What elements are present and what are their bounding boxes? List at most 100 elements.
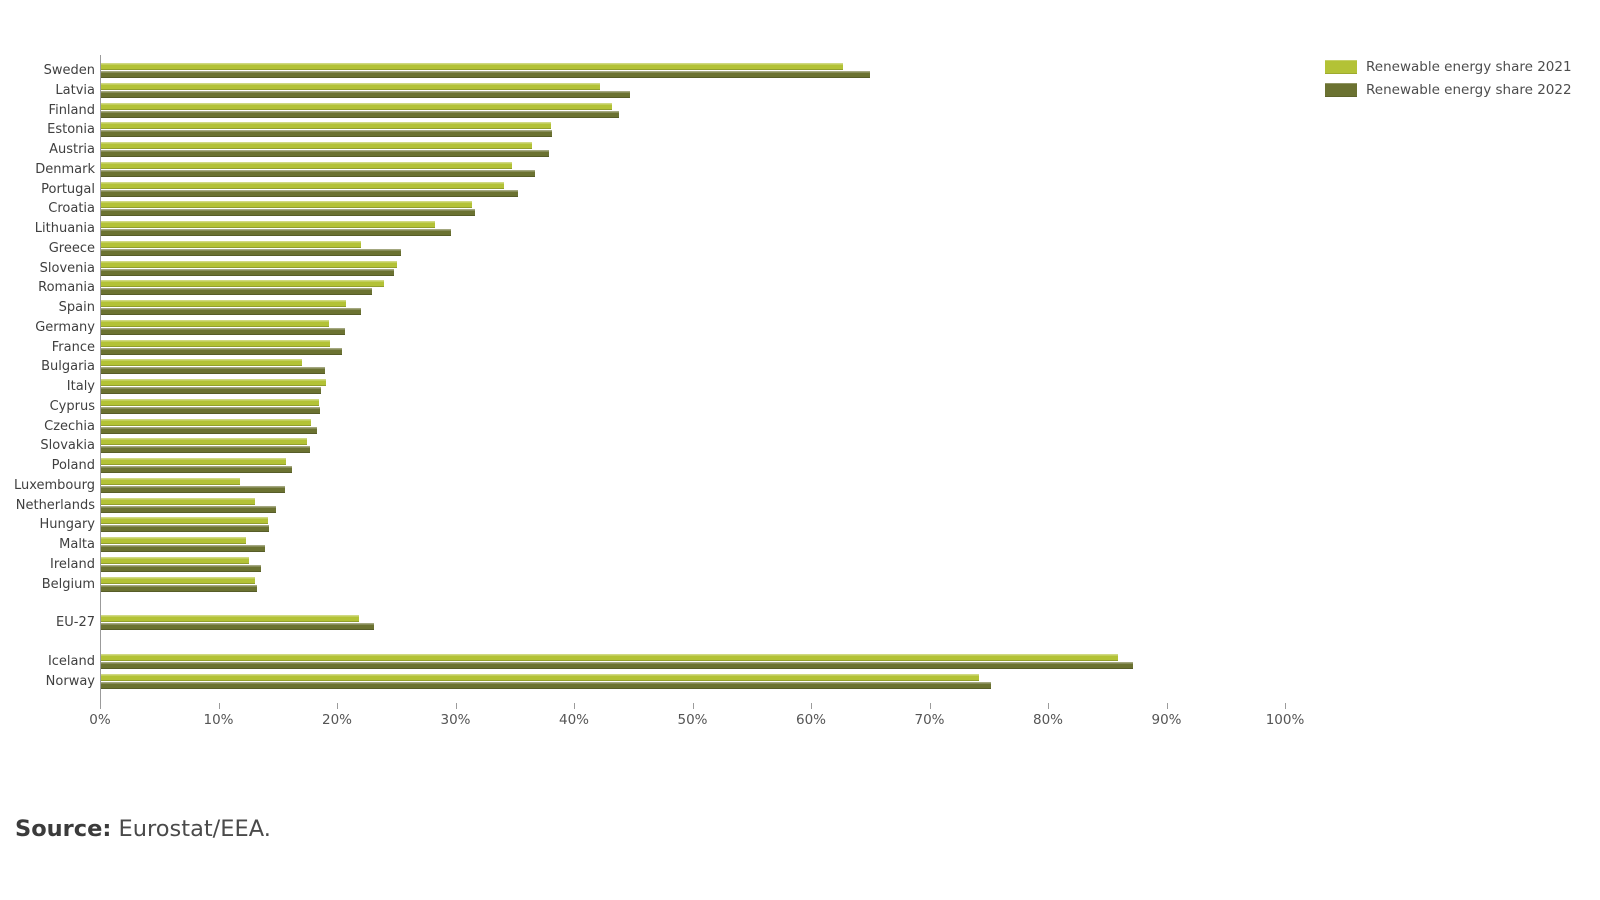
bar-2022[interactable] xyxy=(101,426,317,434)
bar-2021[interactable] xyxy=(101,240,361,248)
legend-swatch-2022-icon xyxy=(1325,82,1357,97)
bar-2021[interactable] xyxy=(101,379,326,386)
bar-2022[interactable] xyxy=(101,209,475,217)
bar-2021[interactable] xyxy=(101,418,311,426)
bar-2021[interactable] xyxy=(101,82,600,90)
bar-2021[interactable] xyxy=(101,359,302,367)
bar-2021[interactable] xyxy=(101,517,268,525)
x-axis-tick xyxy=(1166,703,1168,709)
bar-2022[interactable] xyxy=(101,110,619,118)
bar-2022[interactable] xyxy=(101,268,394,276)
bar-2022[interactable] xyxy=(101,169,535,177)
bar-2022[interactable] xyxy=(101,347,342,355)
bar-2022[interactable] xyxy=(101,662,1133,669)
chart-row: Slovenia xyxy=(0,260,1600,277)
x-axis-tick-label: 50% xyxy=(677,712,708,728)
row-label: Hungary xyxy=(39,517,95,533)
x-axis-tick-label: 10% xyxy=(203,712,234,728)
chart-row: Ireland xyxy=(0,556,1600,573)
bar-2021[interactable] xyxy=(101,673,979,681)
legend-item-2021[interactable]: Renewable energy share 2021 xyxy=(1325,58,1572,75)
bar-2021[interactable] xyxy=(101,438,307,446)
row-label: Netherlands xyxy=(15,497,95,513)
row-label: Finland xyxy=(48,102,95,118)
bar-2022[interactable] xyxy=(101,446,310,454)
bar-2021[interactable] xyxy=(101,181,504,189)
chart-row: Netherlands xyxy=(0,497,1600,514)
bar-2021[interactable] xyxy=(101,477,240,485)
chart-row: Czechia xyxy=(0,418,1600,435)
bar-2021[interactable] xyxy=(101,280,384,288)
bar-2022[interactable] xyxy=(101,308,361,315)
bar-2021[interactable] xyxy=(101,556,249,564)
bar-2021[interactable] xyxy=(101,576,255,584)
row-label: EU-27 xyxy=(56,615,95,631)
bar-2021[interactable] xyxy=(101,319,329,327)
bar-2021[interactable] xyxy=(101,63,843,70)
row-label: Germany xyxy=(35,319,95,335)
bar-2021[interactable] xyxy=(101,654,1118,661)
bar-2021[interactable] xyxy=(101,260,397,268)
chart-row: Poland xyxy=(0,458,1600,474)
bar-2022[interactable] xyxy=(101,545,265,552)
chart-row: Bulgaria xyxy=(0,359,1600,375)
bar-2021[interactable] xyxy=(101,161,512,169)
bar-2021[interactable] xyxy=(101,398,319,406)
bar-2022[interactable] xyxy=(101,150,549,157)
bar-2022[interactable] xyxy=(101,623,374,631)
row-label: Norway xyxy=(45,673,95,689)
x-axis-tick xyxy=(100,703,101,709)
row-label: Poland xyxy=(51,458,95,473)
bar-2021[interactable] xyxy=(101,537,246,544)
bar-2022[interactable] xyxy=(101,406,320,414)
bar-2021[interactable] xyxy=(101,122,551,130)
bar-2022[interactable] xyxy=(101,387,321,394)
bar-2022[interactable] xyxy=(101,584,257,592)
x-axis-tick-label: 0% xyxy=(89,712,111,728)
bar-2022[interactable] xyxy=(101,90,630,98)
bar-2022[interactable] xyxy=(101,327,345,335)
x-axis-tick-label: 20% xyxy=(321,712,352,728)
bar-2022[interactable] xyxy=(101,288,372,296)
row-label: Sweden xyxy=(43,63,95,78)
bar-2022[interactable] xyxy=(101,485,285,493)
x-axis-tick-label: 90% xyxy=(1151,712,1182,728)
bar-2021[interactable] xyxy=(101,142,532,149)
row-label: Portugal xyxy=(41,181,95,197)
chart-row: Belgium xyxy=(0,576,1600,593)
x-axis-tick-label: 30% xyxy=(440,712,471,728)
bar-2022[interactable] xyxy=(101,681,991,689)
bar-2022[interactable] xyxy=(101,367,325,375)
bar-2021[interactable] xyxy=(101,339,330,347)
bar-2021[interactable] xyxy=(101,102,612,110)
bar-2022[interactable] xyxy=(101,466,292,473)
bar-2022[interactable] xyxy=(101,564,261,572)
bar-2022[interactable] xyxy=(101,130,552,138)
bar-2022[interactable] xyxy=(101,229,451,236)
bar-2021[interactable] xyxy=(101,300,346,307)
bar-2021[interactable] xyxy=(101,615,359,623)
bar-2021[interactable] xyxy=(101,458,286,465)
x-axis-tick xyxy=(218,703,220,709)
bar-2022[interactable] xyxy=(101,248,401,256)
bar-2021[interactable] xyxy=(101,201,472,209)
bar-2021[interactable] xyxy=(101,221,435,228)
bar-2022[interactable] xyxy=(101,71,870,78)
bar-2022[interactable] xyxy=(101,525,269,533)
chart-row: Norway xyxy=(0,673,1600,690)
chart-row: Estonia xyxy=(0,122,1600,138)
row-label: Slovenia xyxy=(39,260,95,276)
bar-2022[interactable] xyxy=(101,189,518,197)
chart-row: Luxembourg xyxy=(0,477,1600,494)
source-note: Source: Eurostat/EEA. xyxy=(15,816,271,842)
bar-2022[interactable] xyxy=(101,505,276,513)
row-label: Lithuania xyxy=(34,221,95,236)
row-label: Czechia xyxy=(44,418,95,434)
chart-row: Hungary xyxy=(0,517,1600,533)
legend-item-2022[interactable]: Renewable energy share 2022 xyxy=(1325,81,1572,98)
x-axis-tick-label: 100% xyxy=(1265,712,1305,728)
bar-2021[interactable] xyxy=(101,497,255,505)
x-axis-tick-label: 60% xyxy=(795,712,826,728)
chart-row: Lithuania xyxy=(0,221,1600,237)
